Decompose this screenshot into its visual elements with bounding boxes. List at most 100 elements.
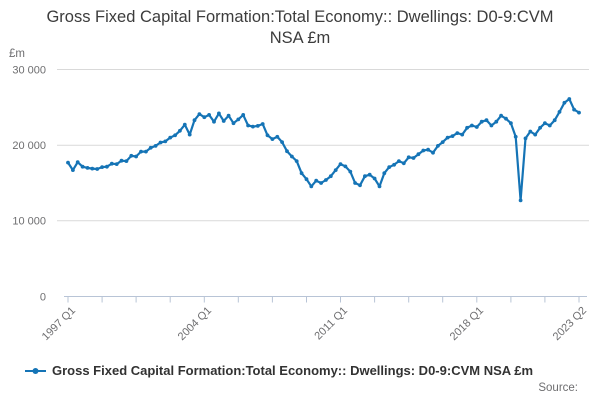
data-point-marker[interactable] bbox=[358, 183, 362, 188]
data-point-marker[interactable] bbox=[251, 124, 255, 129]
data-point-marker[interactable] bbox=[392, 162, 396, 167]
data-point-marker[interactable] bbox=[397, 159, 401, 164]
data-point-marker[interactable] bbox=[567, 97, 572, 101]
data-point-marker[interactable] bbox=[513, 134, 518, 139]
data-point-marker[interactable] bbox=[421, 148, 426, 153]
data-point-marker[interactable] bbox=[255, 124, 260, 128]
data-point-marker[interactable] bbox=[484, 118, 489, 123]
data-point-marker[interactable] bbox=[168, 135, 173, 140]
data-point-marker[interactable] bbox=[80, 164, 85, 169]
data-point-marker[interactable] bbox=[270, 137, 275, 142]
data-point-marker[interactable] bbox=[114, 162, 119, 167]
data-point-marker[interactable] bbox=[275, 134, 280, 139]
data-point-marker[interactable] bbox=[105, 164, 109, 169]
data-point-marker[interactable] bbox=[285, 149, 289, 154]
data-point-marker[interactable] bbox=[182, 122, 187, 127]
data-point-marker[interactable] bbox=[324, 178, 328, 182]
series-polyline[interactable] bbox=[66, 97, 581, 202]
data-point-marker[interactable] bbox=[134, 154, 139, 159]
data-point-marker[interactable] bbox=[163, 139, 168, 144]
data-point-marker[interactable] bbox=[533, 132, 538, 137]
data-point-marker[interactable] bbox=[348, 169, 353, 174]
data-point-marker[interactable] bbox=[494, 119, 499, 124]
data-point-marker[interactable] bbox=[226, 113, 231, 118]
data-point-marker[interactable] bbox=[338, 162, 343, 167]
data-point-marker[interactable] bbox=[363, 174, 367, 179]
data-point-marker[interactable] bbox=[450, 134, 455, 139]
data-point-marker[interactable] bbox=[66, 160, 70, 165]
data-point-marker[interactable] bbox=[75, 160, 80, 165]
data-point-marker[interactable] bbox=[455, 131, 460, 136]
data-point-marker[interactable] bbox=[367, 172, 372, 177]
data-point-marker[interactable] bbox=[299, 171, 304, 176]
data-point-marker[interactable] bbox=[411, 156, 416, 160]
data-point-marker[interactable] bbox=[328, 174, 333, 179]
data-point-marker[interactable] bbox=[528, 129, 533, 134]
data-point-marker[interactable] bbox=[343, 164, 348, 169]
data-point-marker[interactable] bbox=[314, 178, 319, 183]
data-point-marker[interactable] bbox=[294, 159, 299, 164]
data-point-marker[interactable] bbox=[431, 150, 435, 155]
data-point-marker[interactable] bbox=[382, 171, 387, 176]
data-series-line[interactable] bbox=[66, 97, 581, 203]
data-point-marker[interactable] bbox=[173, 133, 178, 138]
data-point-marker[interactable] bbox=[197, 112, 202, 116]
data-point-marker[interactable] bbox=[547, 123, 552, 128]
data-point-marker[interactable] bbox=[207, 113, 212, 117]
data-point-marker[interactable] bbox=[538, 125, 542, 130]
data-point-marker[interactable] bbox=[129, 153, 134, 158]
data-point-marker[interactable] bbox=[470, 123, 474, 128]
data-point-marker[interactable] bbox=[217, 111, 221, 116]
data-point-marker[interactable] bbox=[148, 145, 153, 150]
data-point-marker[interactable] bbox=[474, 125, 479, 129]
data-point-marker[interactable] bbox=[523, 136, 528, 141]
data-point-marker[interactable] bbox=[139, 149, 143, 154]
data-point-marker[interactable] bbox=[440, 140, 445, 145]
data-point-marker[interactable] bbox=[212, 119, 216, 124]
data-point-marker[interactable] bbox=[406, 155, 411, 160]
data-point-marker[interactable] bbox=[260, 122, 265, 126]
data-point-marker[interactable] bbox=[445, 135, 450, 140]
data-point-marker[interactable] bbox=[187, 132, 192, 137]
data-point-marker[interactable] bbox=[426, 147, 430, 152]
data-point-marker[interactable] bbox=[246, 123, 251, 128]
data-point-marker[interactable] bbox=[202, 115, 207, 120]
data-point-marker[interactable] bbox=[144, 149, 148, 154]
data-point-marker[interactable] bbox=[319, 181, 323, 185]
data-point-marker[interactable] bbox=[518, 198, 523, 203]
data-point-marker[interactable] bbox=[401, 161, 406, 166]
data-point-marker[interactable] bbox=[377, 184, 382, 189]
data-point-marker[interactable] bbox=[309, 184, 314, 189]
data-point-marker[interactable] bbox=[562, 100, 567, 105]
data-point-marker[interactable] bbox=[90, 166, 95, 171]
legend-item[interactable]: Gross Fixed Capital Formation:Total Econ… bbox=[25, 363, 592, 378]
data-point-marker[interactable] bbox=[178, 128, 182, 133]
data-point-marker[interactable] bbox=[372, 176, 377, 181]
data-point-marker[interactable] bbox=[387, 165, 392, 170]
data-point-marker[interactable] bbox=[109, 161, 114, 166]
data-point-marker[interactable] bbox=[221, 119, 226, 123]
data-point-marker[interactable] bbox=[100, 165, 104, 170]
data-point-marker[interactable] bbox=[436, 144, 440, 148]
data-point-marker[interactable] bbox=[577, 110, 581, 115]
data-point-marker[interactable] bbox=[124, 159, 129, 164]
data-point-marker[interactable] bbox=[158, 140, 163, 145]
data-point-marker[interactable] bbox=[85, 166, 90, 170]
data-point-marker[interactable] bbox=[504, 116, 508, 121]
data-point-marker[interactable] bbox=[557, 110, 562, 114]
data-point-marker[interactable] bbox=[236, 117, 241, 122]
data-point-marker[interactable] bbox=[290, 154, 294, 159]
data-point-marker[interactable] bbox=[416, 152, 421, 157]
data-point-marker[interactable] bbox=[572, 107, 576, 112]
data-point-marker[interactable] bbox=[509, 121, 513, 126]
data-point-marker[interactable] bbox=[460, 132, 465, 137]
data-point-marker[interactable] bbox=[479, 119, 484, 124]
data-point-marker[interactable] bbox=[304, 177, 309, 182]
data-point-marker[interactable] bbox=[489, 123, 494, 128]
data-point-marker[interactable] bbox=[231, 121, 236, 126]
data-point-marker[interactable] bbox=[333, 168, 338, 173]
data-point-marker[interactable] bbox=[543, 121, 547, 126]
data-point-marker[interactable] bbox=[95, 167, 100, 171]
data-point-marker[interactable] bbox=[71, 168, 75, 173]
data-point-marker[interactable] bbox=[353, 181, 357, 185]
